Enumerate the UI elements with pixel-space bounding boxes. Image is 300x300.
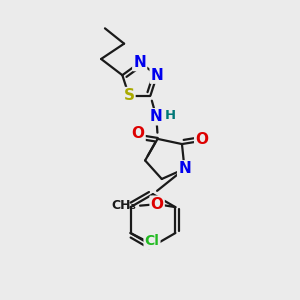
Text: Cl: Cl — [145, 234, 159, 248]
Text: N: N — [178, 161, 191, 176]
Text: S: S — [124, 88, 134, 103]
Text: N: N — [133, 55, 146, 70]
Text: O: O — [195, 132, 208, 147]
Text: O: O — [151, 197, 164, 212]
Text: H: H — [165, 109, 176, 122]
Text: O: O — [132, 126, 145, 141]
Text: N: N — [150, 109, 163, 124]
Text: N: N — [151, 68, 164, 83]
Text: CH₃: CH₃ — [112, 199, 136, 212]
